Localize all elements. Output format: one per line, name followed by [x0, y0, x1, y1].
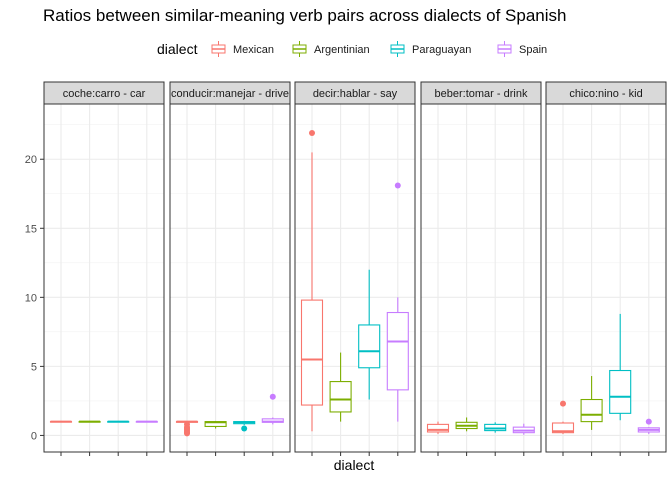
box-paraguayan — [233, 420, 256, 432]
facet-strip-label: chico:nino - kid — [569, 88, 642, 100]
panel-background — [44, 104, 164, 452]
box-iqr — [426, 423, 450, 433]
legend-title: dialect — [157, 41, 198, 57]
box-mexican — [175, 420, 199, 437]
box-argentinian — [329, 352, 352, 422]
box-argentinian — [580, 376, 603, 430]
outlier-point — [309, 130, 315, 136]
y-tick-label: 10 — [25, 292, 37, 304]
box-mexican — [426, 421, 450, 435]
legend-entry-argentinian: Argentinian — [290, 39, 370, 58]
legend-entry-paraguayan: Paraguayan — [388, 39, 471, 58]
box-iqr — [551, 422, 575, 434]
box-argentinian — [204, 420, 227, 429]
legend-entry-mexican: Mexican — [209, 39, 274, 58]
panel-border — [43, 103, 165, 453]
legend-entry-spain: Spain — [495, 39, 547, 58]
panel-border — [294, 103, 416, 453]
panel-background — [170, 104, 290, 452]
x-axis-title: dialect — [334, 457, 375, 473]
box-spain — [386, 182, 409, 422]
outlier-point — [241, 425, 248, 432]
box-spain — [512, 423, 535, 435]
outlier-point — [269, 393, 276, 400]
box-iqr — [386, 311, 409, 391]
facet-panel: decir:hablar - say — [294, 81, 416, 456]
facet-strip-label: decir:hablar - say — [313, 88, 398, 100]
y-tick-label: 20 — [25, 154, 37, 166]
box-paraguayan — [609, 313, 632, 421]
box-iqr — [300, 299, 324, 406]
legend-label: Spain — [519, 44, 547, 56]
outlier-point — [394, 182, 401, 189]
y-tick-label: 5 — [31, 361, 37, 373]
facet-panel: chico:nino - kid — [545, 81, 667, 456]
box-iqr — [609, 369, 632, 414]
box-paraguayan — [358, 269, 381, 400]
box-spain — [261, 393, 284, 425]
box-spain — [637, 418, 660, 435]
box-mexican — [300, 130, 324, 432]
box-argentinian — [455, 417, 478, 432]
facet-strip-label: conducir:manejar - drive — [171, 88, 289, 100]
outlier-point — [560, 400, 566, 407]
panel-border — [420, 103, 542, 453]
y-tick-label: 0 — [31, 430, 37, 442]
legend-label: Paraguayan — [412, 44, 471, 56]
outlier-point — [645, 418, 652, 425]
panel-background — [546, 104, 666, 452]
box-iqr — [484, 423, 507, 432]
box-iqr — [580, 398, 603, 423]
facet-panel: coche:carro - car — [43, 81, 165, 456]
panel-border — [169, 103, 291, 453]
box-paraguayan — [107, 420, 130, 423]
panel-border — [545, 103, 667, 453]
outlier-point — [184, 430, 190, 437]
legend-label: Mexican — [233, 44, 274, 56]
facet-strip-label: beber:tomar - drink — [435, 88, 528, 100]
box-argentinian — [78, 420, 101, 423]
y-tick-label: 15 — [25, 223, 37, 235]
legend-label: Argentinian — [314, 44, 370, 56]
box-paraguayan — [484, 422, 507, 433]
box-mexican — [551, 400, 575, 435]
facet-panel: beber:tomar - drink — [420, 81, 542, 456]
box-iqr — [329, 381, 352, 413]
facet-strip-label: coche:carro - car — [63, 88, 146, 100]
panel-background — [421, 104, 541, 452]
chart-title: Ratios between similar-meaning verb pair… — [43, 6, 567, 25]
box-spain — [135, 420, 158, 423]
facet-panel: conducir:manejar - drive — [169, 81, 291, 456]
box-mexican — [49, 420, 73, 423]
box-iqr — [358, 324, 381, 369]
